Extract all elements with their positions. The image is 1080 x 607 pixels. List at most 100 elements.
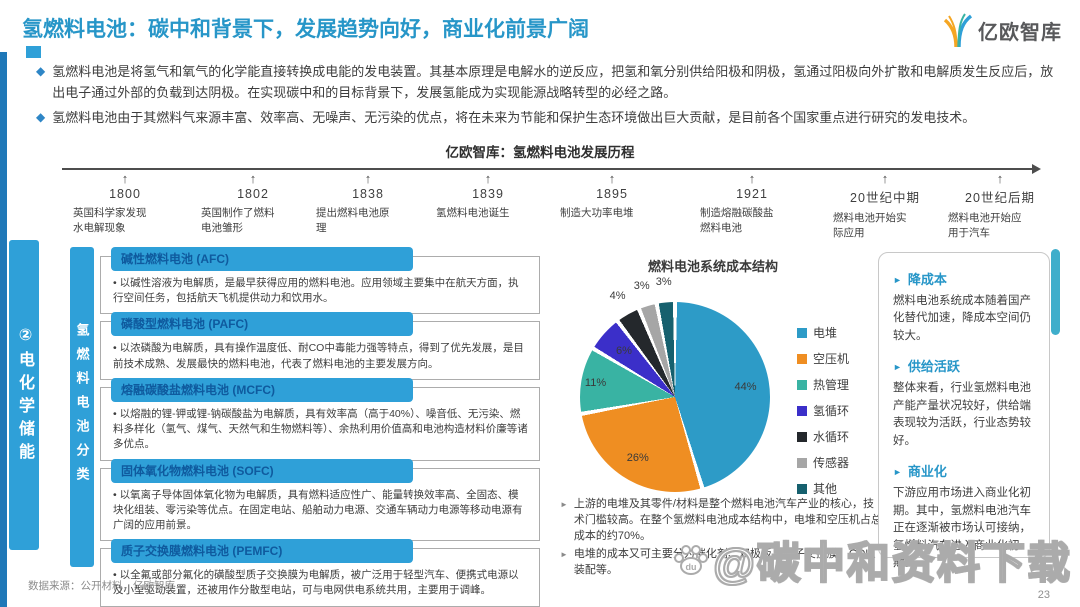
- fuel-cell-card: 质子交换膜燃料电池 (PEMFC) 以全氟或部分氟化的磺酸型质子交换膜为电解质，…: [100, 539, 540, 607]
- decor-square: [26, 46, 41, 58]
- fuel-cell-card: 固体氧化物燃料电池 (SOFC) 以氧离子导体固体氧化物为电解质，具有燃料适应性…: [100, 458, 540, 542]
- legend-swatch: [797, 483, 807, 494]
- panel-accent-bar: [1051, 249, 1060, 335]
- timeline-year: 20世纪后期: [965, 191, 1035, 205]
- legend-label: 热管理: [813, 378, 850, 392]
- watermark: du @碳中和资料下载: [671, 529, 1072, 591]
- legend-label: 氢循环: [813, 404, 850, 418]
- timeline-year: 1800: [109, 187, 141, 201]
- up-arrow-icon: [73, 172, 177, 185]
- fuel-cell-desc: 以氧离子导体固体氧化物为电解质，具有燃料适应性广、能量转换效率高、全固态、模块化…: [113, 488, 529, 534]
- legend-item: 水循环: [797, 428, 849, 445]
- pie-chart: 44% 26% 11% 6% 4% 3% 3%: [580, 276, 770, 492]
- legend-label: 空压机: [813, 352, 850, 366]
- insight-heading: 商业化: [893, 461, 1037, 480]
- watermark-text: @碳中和资料下载: [712, 539, 1072, 589]
- legend-label: 传感器: [813, 456, 850, 470]
- fuel-cell-name: 熔融碳酸盐燃料电池 (MCFC): [111, 377, 413, 402]
- pie-value-label: 44%: [734, 380, 757, 393]
- insight-body: 燃料电池系统成本随着国产化替代加速，降成本空间仍较大。: [893, 295, 1031, 342]
- fuel-cell-name: 碱性燃料电池 (AFC): [111, 247, 413, 271]
- timeline-item: 20世纪后期 燃料电池开始应用于汽车: [948, 172, 1052, 241]
- up-arrow-icon: [700, 172, 804, 185]
- insight-panel: 降成本 燃料电池系统成本随着国产化替代加速，降成本空间仍较大。 供给活跃 整体来…: [878, 252, 1050, 569]
- insight-heading: 降成本: [893, 269, 1037, 288]
- pie-value-label: 3%: [633, 280, 650, 292]
- note-text: 上游的电堆及其零件/材料是整个燃料电池汽车产业的核心，技术门槛较高。在整个氢燃料…: [573, 498, 882, 542]
- fuel-cell-card: 熔融碳酸盐燃料电池 (MCFC) 以熔融的锂-钾或锂-钠碳酸盐为电解质，具有效率…: [100, 377, 540, 461]
- timeline-year: 1839: [472, 187, 504, 201]
- timeline-year: 1921: [736, 187, 768, 201]
- fuel-cell-card: 碱性燃料电池 (AFC) 以碱性溶液为电解质，是最早获得应用的燃料电池。应用领域…: [100, 247, 540, 315]
- fuel-cell-card: 磷酸型燃料电池 (PAFC) 以浓磷酸为电解质，具有操作温度低、耐CO中毒能力强…: [100, 312, 540, 380]
- legend-swatch: [797, 353, 807, 364]
- fuel-cell-desc: 以熔融的锂-钾或锂-钠碳酸盐为电解质，具有效率高（高于40%）、噪音低、无污染、…: [113, 407, 529, 453]
- data-source: 数据来源：公开材料，亿欧智库: [28, 580, 175, 592]
- fuel-cell-list: 碱性燃料电池 (AFC) 以碱性溶液为电解质，是最早获得应用的燃料电池。应用领域…: [100, 247, 540, 607]
- timeline-item: 1838 提出燃料电池原理: [316, 172, 420, 236]
- legend-item: 传感器: [797, 454, 849, 471]
- category-label-bar: 氢燃料电池分类: [70, 247, 94, 567]
- svg-text:du: du: [686, 562, 697, 572]
- note-text: 电堆的成本又可主要分为催化剂、双极板、质子交换膜、GDL、装配等。: [573, 547, 883, 576]
- legend-item: 其他: [797, 480, 849, 497]
- timeline-year: 20世纪中期: [850, 191, 920, 205]
- chart-legend: 电堆空压机热管理氢循环水循环传感器其他: [797, 324, 849, 506]
- legend-label: 水循环: [813, 430, 850, 444]
- up-arrow-icon: [833, 172, 937, 185]
- up-arrow-icon: [316, 172, 420, 185]
- pie-value-label: 3%: [655, 275, 672, 288]
- legend-swatch: [797, 405, 807, 416]
- legend-item: 氢循环: [797, 402, 849, 419]
- intro-bullet: 氢燃料电池由于其燃料气来源丰富、效率高、无噪声、无污染的优点，将在未来为节能和保…: [36, 108, 1056, 129]
- page-number: 23: [1037, 589, 1050, 601]
- timeline-desc: 英国制作了燃料电池雏形: [201, 207, 275, 235]
- fuel-cell-desc: 以浓磷酸为电解质，具有操作温度低、耐CO中毒能力强等特点，得到了优先发展，是目前…: [113, 341, 529, 371]
- timeline-axis: [62, 164, 1041, 174]
- timeline-item: 20世纪中期 燃料电池开始实际应用: [833, 172, 937, 241]
- legend-swatch: [797, 379, 807, 390]
- timeline-desc: 燃料电池开始应用于汽车: [948, 212, 1022, 240]
- timeline-year: 1895: [596, 187, 628, 201]
- note-item: 上游的电堆及其零件/材料是整个燃料电池汽车产业的核心，技术门槛较高。在整个氢燃料…: [560, 497, 884, 545]
- legend-swatch: [797, 327, 807, 338]
- intro-section: 氢燃料电池是将氢气和氧气的化学能直接转换成电能的发电装置。其基本原理是电解水的逆…: [36, 62, 1056, 134]
- page-title: 氢燃料电池：碳中和背景下，发展趋势向好，商业化前景广阔: [22, 18, 589, 41]
- fuel-cell-desc: 以全氟或部分氟化的磺酸型质子交换膜为电解质，被广泛用于轻型汽车、便携式电源以及小…: [113, 568, 529, 598]
- pie-value-label: 6%: [616, 345, 632, 358]
- intro-bullet: 氢燃料电池是将氢气和氧气的化学能直接转换成电能的发电装置。其基本原理是电解水的逆…: [36, 62, 1056, 103]
- up-arrow-icon: [436, 172, 540, 185]
- chart-notes: 上游的电堆及其零件/材料是整个燃料电池汽车产业的核心，技术门槛较高。在整个氢燃料…: [560, 497, 884, 581]
- insight-body: 下游应用市场进入商业化初期。其中，氢燃料电池汽车正在逐渐被市场认可接纳，氢燃料汽…: [893, 487, 1031, 570]
- timeline-desc: 英国科学家发现水电解现象: [73, 207, 147, 235]
- brand-logo-icon: [943, 13, 973, 48]
- chart-title: 燃料电池系统成本结构: [647, 259, 778, 274]
- timeline-item: 1802 英国制作了燃料电池雏形: [201, 172, 305, 236]
- paw-icon: du: [674, 545, 709, 575]
- insight-body: 整体来看，行业氢燃料电池产能产量状况较好，供给端表现较为活跃，行业态势较好。: [893, 382, 1031, 447]
- legend-swatch: [797, 431, 807, 442]
- pie-graphic: [580, 302, 770, 492]
- pie-value-label: 11%: [584, 376, 607, 389]
- timeline-desc: 燃料电池开始实际应用: [833, 212, 907, 240]
- fuel-cell-name: 质子交换膜燃料电池 (PEMFC): [111, 539, 413, 564]
- timeline-item: 1921 制造熔融碳酸盐燃料电池: [700, 172, 804, 236]
- timeline-desc: 制造熔融碳酸盐燃料电池: [700, 207, 774, 235]
- timeline-year: 1838: [352, 187, 384, 201]
- intro-bullet-text: 氢燃料电池由于其燃料气来源丰富、效率高、无噪声、无污染的优点，将在未来为节能和保…: [52, 110, 976, 126]
- intro-bullet-text: 氢燃料电池是将氢气和氧气的化学能直接转换成电能的发电装置。其基本原理是电解水的逆…: [52, 64, 1054, 100]
- timeline-desc: 提出燃料电池原理: [316, 207, 390, 235]
- legend-item: 热管理: [797, 376, 849, 393]
- up-arrow-icon: [201, 172, 305, 185]
- timeline-item: 1800 英国科学家发现水电解现象: [73, 172, 177, 236]
- legend-item: 电堆: [797, 324, 849, 341]
- legend-item: 空压机: [797, 350, 849, 367]
- pie-value-label: 26%: [626, 451, 649, 464]
- fuel-cell-name: 磷酸型燃料电池 (PAFC): [111, 312, 413, 337]
- timeline-desc: 制造大功率电堆: [560, 207, 634, 219]
- up-arrow-icon: [948, 172, 1052, 185]
- section-label-bar: ②电化学储能: [9, 240, 39, 550]
- legend-swatch: [797, 457, 807, 468]
- timeline-title: 亿欧智库：氢燃料电池发展历程: [445, 145, 635, 160]
